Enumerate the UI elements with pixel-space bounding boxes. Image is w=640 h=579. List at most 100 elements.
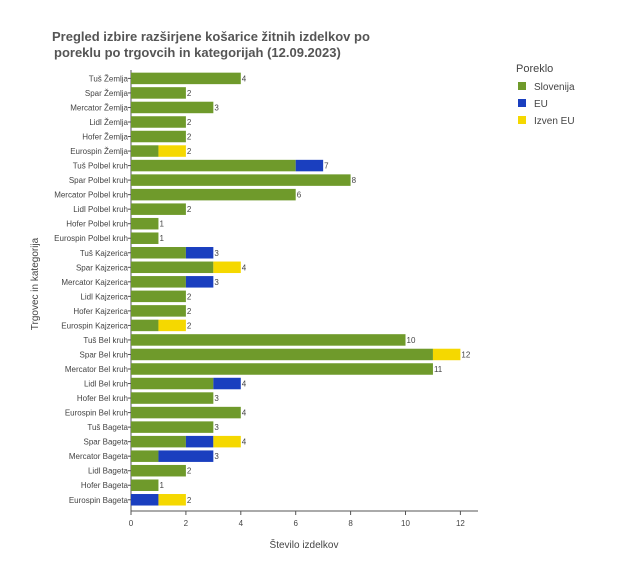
category-label-mercator-bel-kruh: Mercator Bel kruh (65, 365, 128, 374)
data-label-eurospin-polbel-kruh: 1 (159, 234, 164, 243)
bar-eu-mercator-bageta (158, 450, 214, 462)
legend-swatch-eu (518, 99, 526, 107)
category-label-mercator-kajzerica: Mercator Kajzerica (61, 278, 128, 287)
data-label-spar-zemlja: 2 (187, 89, 192, 98)
x-axis-title: Število izdelkov (270, 538, 339, 551)
data-label-lidl-polbel-kruh: 2 (187, 205, 192, 214)
bar-slovenija-spar-bel-kruh (131, 348, 433, 361)
data-label-lidl-kajzerica: 2 (187, 292, 192, 301)
bar-slovenija-lidl-polbel-kruh (131, 203, 186, 215)
bar-slovenija-mercator-zemlja (131, 101, 214, 114)
bar-slovenija-lidl-zemlja (131, 116, 186, 128)
data-label-tus-bageta: 3 (214, 423, 219, 432)
data-label-mercator-polbel-kruh: 6 (297, 191, 302, 200)
category-label-lidl-polbel-kruh: Lidl Polbel kruh (73, 205, 128, 214)
category-label-tus-bel-kruh: Tuš Bel kruh (83, 336, 128, 345)
bar-slovenija-tus-zemlja (131, 72, 241, 85)
bar-eu-eurospin-bageta (131, 494, 159, 506)
data-label-mercator-bel-kruh: 11 (434, 365, 443, 374)
category-label-spar-bel-kruh: Spar Bel kruh (80, 350, 128, 359)
data-label-mercator-kajzerica: 3 (214, 278, 219, 287)
bar-slovenija-hofer-bageta (131, 479, 159, 491)
bar-izven-eu-spar-bageta (213, 435, 241, 448)
bar-slovenija-mercator-kajzerica (131, 276, 186, 288)
data-label-tus-kajzerica: 3 (214, 249, 219, 258)
x-tick-label: 8 (348, 519, 353, 528)
category-label-hofer-kajzerica: Hofer Kajzerica (73, 307, 128, 316)
bar-eu-lidl-bel-kruh (213, 377, 241, 390)
category-label-lidl-bageta: Lidl Bageta (88, 467, 129, 476)
legend-title: Poreklo (516, 63, 553, 75)
x-tick-label: 6 (293, 519, 298, 528)
legend-swatch-izven-eu (518, 116, 526, 124)
category-label-spar-polbel-kruh: Spar Polbel kruh (69, 176, 128, 185)
category-label-tus-polbel-kruh: Tuš Polbel kruh (73, 162, 128, 171)
data-label-hofer-zemlja: 2 (187, 133, 192, 142)
category-label-spar-zemlja: Spar Žemlja (85, 89, 129, 98)
category-label-mercator-polbel-kruh: Mercator Polbel kruh (54, 191, 128, 200)
bar-slovenija-spar-polbel-kruh (131, 174, 351, 186)
data-label-eurospin-zemlja: 2 (187, 147, 192, 156)
data-label-eurospin-bageta: 2 (187, 496, 192, 505)
data-label-spar-polbel-kruh: 8 (352, 176, 357, 185)
category-label-eurospin-bel-kruh: Eurospin Bel kruh (65, 409, 128, 418)
bar-slovenija-lidl-bel-kruh (131, 377, 214, 390)
data-label-lidl-bageta: 2 (187, 467, 192, 476)
data-label-mercator-zemlja: 3 (214, 103, 219, 112)
category-label-eurospin-polbel-kruh: Eurospin Polbel kruh (54, 234, 128, 243)
category-label-hofer-bageta: Hofer Bageta (81, 481, 129, 490)
category-label-tus-zemlja: Tuš Žemlja (89, 74, 129, 83)
category-label-eurospin-zemlja: Eurospin Žemlja (70, 147, 128, 156)
bar-slovenija-hofer-polbel-kruh (131, 217, 159, 230)
category-label-hofer-polbel-kruh: Hofer Polbel kruh (66, 220, 128, 229)
bar-slovenija-tus-bel-kruh (131, 334, 406, 346)
data-label-eurospin-kajzerica: 2 (187, 321, 192, 330)
data-label-hofer-bel-kruh: 3 (214, 394, 219, 403)
category-label-eurospin-kajzerica: Eurospin Kajzerica (61, 321, 128, 330)
bar-slovenija-tus-polbel-kruh (131, 159, 296, 172)
category-label-mercator-bageta: Mercator Bageta (69, 452, 129, 461)
data-label-spar-bel-kruh: 12 (461, 350, 470, 359)
data-label-tus-zemlja: 4 (242, 74, 247, 83)
bar-slovenija-eurospin-bel-kruh (131, 406, 241, 419)
bar-slovenija-mercator-bageta (131, 450, 159, 462)
data-label-tus-bel-kruh: 10 (407, 336, 416, 345)
data-label-tus-polbel-kruh: 7 (324, 162, 329, 171)
x-tick-label: 4 (239, 519, 244, 528)
bar-izven-eu-spar-kajzerica (213, 261, 241, 274)
bar-izven-eu-spar-bel-kruh (432, 348, 461, 361)
bar-slovenija-eurospin-polbel-kruh (131, 232, 159, 244)
bar-slovenija-spar-zemlja (131, 87, 186, 99)
data-label-hofer-kajzerica: 2 (187, 307, 192, 316)
legend-label-slovenija: Slovenija (534, 82, 575, 93)
data-label-lidl-zemlja: 2 (187, 118, 192, 127)
bar-eu-tus-polbel-kruh (295, 159, 324, 172)
data-label-spar-kajzerica: 4 (242, 263, 247, 272)
bar-slovenija-eurospin-zemlja (131, 145, 159, 157)
bar-slovenija-mercator-bel-kruh (131, 363, 433, 375)
bar-slovenija-tus-kajzerica (131, 247, 186, 259)
category-label-lidl-kajzerica: Lidl Kajzerica (80, 292, 128, 301)
data-label-hofer-bageta: 1 (159, 481, 164, 490)
category-label-spar-bageta: Spar Bageta (84, 438, 129, 447)
bar-eu-tus-kajzerica (185, 247, 214, 259)
category-label-tus-kajzerica: Tuš Kajzerica (80, 249, 129, 258)
category-label-eurospin-bageta: Eurospin Bageta (69, 496, 129, 505)
bar-eu-spar-bageta (185, 435, 214, 448)
bar-slovenija-spar-kajzerica (131, 261, 214, 274)
data-label-lidl-bel-kruh: 4 (242, 380, 247, 389)
x-tick-label: 2 (184, 519, 189, 528)
bar-slovenija-spar-bageta (131, 435, 186, 448)
x-tick-label: 10 (401, 519, 410, 528)
bar-izven-eu-eurospin-kajzerica (158, 319, 186, 332)
data-label-hofer-polbel-kruh: 1 (159, 220, 164, 229)
x-tick-label: 0 (129, 519, 134, 528)
legend-label-eu: EU (534, 99, 548, 110)
category-label-hofer-bel-kruh: Hofer Bel kruh (77, 394, 128, 403)
legend-label-izven-eu: Izven EU (534, 116, 575, 127)
legend: Poreklo Slovenija EU Izven EU (516, 63, 575, 127)
bar-izven-eu-eurospin-zemlja (158, 145, 186, 157)
y-axis-title: Trgovec in kategorija (30, 237, 41, 330)
bar-slovenija-lidl-bageta (131, 464, 186, 477)
